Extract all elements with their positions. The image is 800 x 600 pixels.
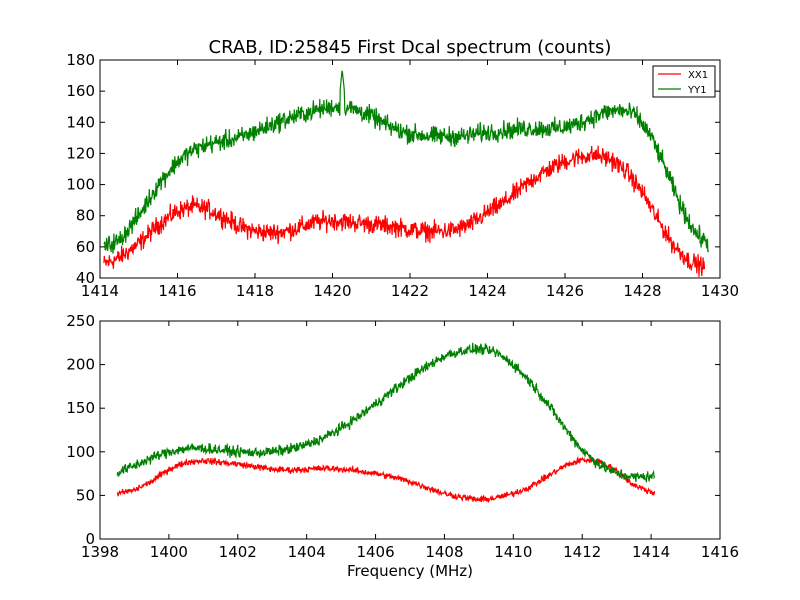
x-tick-label: 1420 bbox=[313, 282, 351, 300]
x-tick-label: 1424 bbox=[468, 282, 506, 300]
legend-label-yy1: YY1 bbox=[687, 85, 707, 96]
plot-frame-2 bbox=[99, 320, 721, 540]
x-tick-label: 1410 bbox=[494, 543, 532, 561]
series-line-xx1-panel-1 bbox=[103, 145, 706, 277]
y-tick-label: 100 bbox=[66, 176, 95, 194]
y-tick-label: 80 bbox=[76, 207, 95, 225]
x-tick-label: 1416 bbox=[158, 282, 196, 300]
y-tick-label: 40 bbox=[76, 269, 95, 287]
y-tick-label: 180 bbox=[66, 51, 95, 69]
x-tick-label: 1428 bbox=[623, 282, 661, 300]
x-tick-label: 1402 bbox=[219, 543, 257, 561]
y-tick-label: 140 bbox=[66, 113, 95, 131]
x-tick-label: 1430 bbox=[701, 282, 739, 300]
y-tick-label: 160 bbox=[66, 82, 95, 100]
y-tick-label: 0 bbox=[85, 530, 95, 548]
top-spectrum-panel: 1414 1416 1418 1420 1422 1424 1426 1428 1430 40 60… bbox=[66, 51, 739, 300]
y-tick-label: 60 bbox=[76, 238, 95, 256]
x-tick-label: 1406 bbox=[356, 543, 394, 561]
x-tick-label: 1414 bbox=[632, 543, 670, 561]
series-line-yy1-panel-1 bbox=[103, 70, 709, 254]
legend-label-xx1: XX1 bbox=[688, 70, 708, 81]
y-tick-label: 120 bbox=[66, 144, 95, 162]
y-tick-label: 250 bbox=[66, 312, 95, 330]
x-axis-label: Frequency (MHz) bbox=[347, 562, 473, 580]
x-tick-label: 1422 bbox=[391, 282, 429, 300]
series-line-xx1-panel-2 bbox=[116, 456, 656, 504]
x-tick-label: 1418 bbox=[236, 282, 274, 300]
x-tick-label: 1400 bbox=[150, 543, 188, 561]
y-tick-label: 200 bbox=[66, 356, 95, 374]
x-tick-label: 1408 bbox=[425, 543, 463, 561]
y-tick-label: 50 bbox=[76, 486, 95, 504]
y-tick-label: 150 bbox=[66, 399, 95, 417]
x-tick-label: 1414 bbox=[81, 282, 119, 300]
x-tick-label: 1416 bbox=[701, 543, 739, 561]
x-tick-label: 1404 bbox=[288, 543, 326, 561]
x-tick-label: 1398 bbox=[81, 543, 119, 561]
bottom-spectrum-panel: 1398 1400 1402 1404 1406 1408 1410 1412 1414 1416… bbox=[66, 312, 739, 561]
x-tick-label: 1412 bbox=[563, 543, 601, 561]
chart-title: CRAB, ID:25845 First Dcal spectrum (coun… bbox=[209, 37, 612, 58]
x-tick-label: 1426 bbox=[546, 282, 584, 300]
y-tick-label: 100 bbox=[66, 443, 95, 461]
series-line-yy1-panel-2 bbox=[116, 342, 656, 483]
legend-box bbox=[652, 65, 716, 98]
